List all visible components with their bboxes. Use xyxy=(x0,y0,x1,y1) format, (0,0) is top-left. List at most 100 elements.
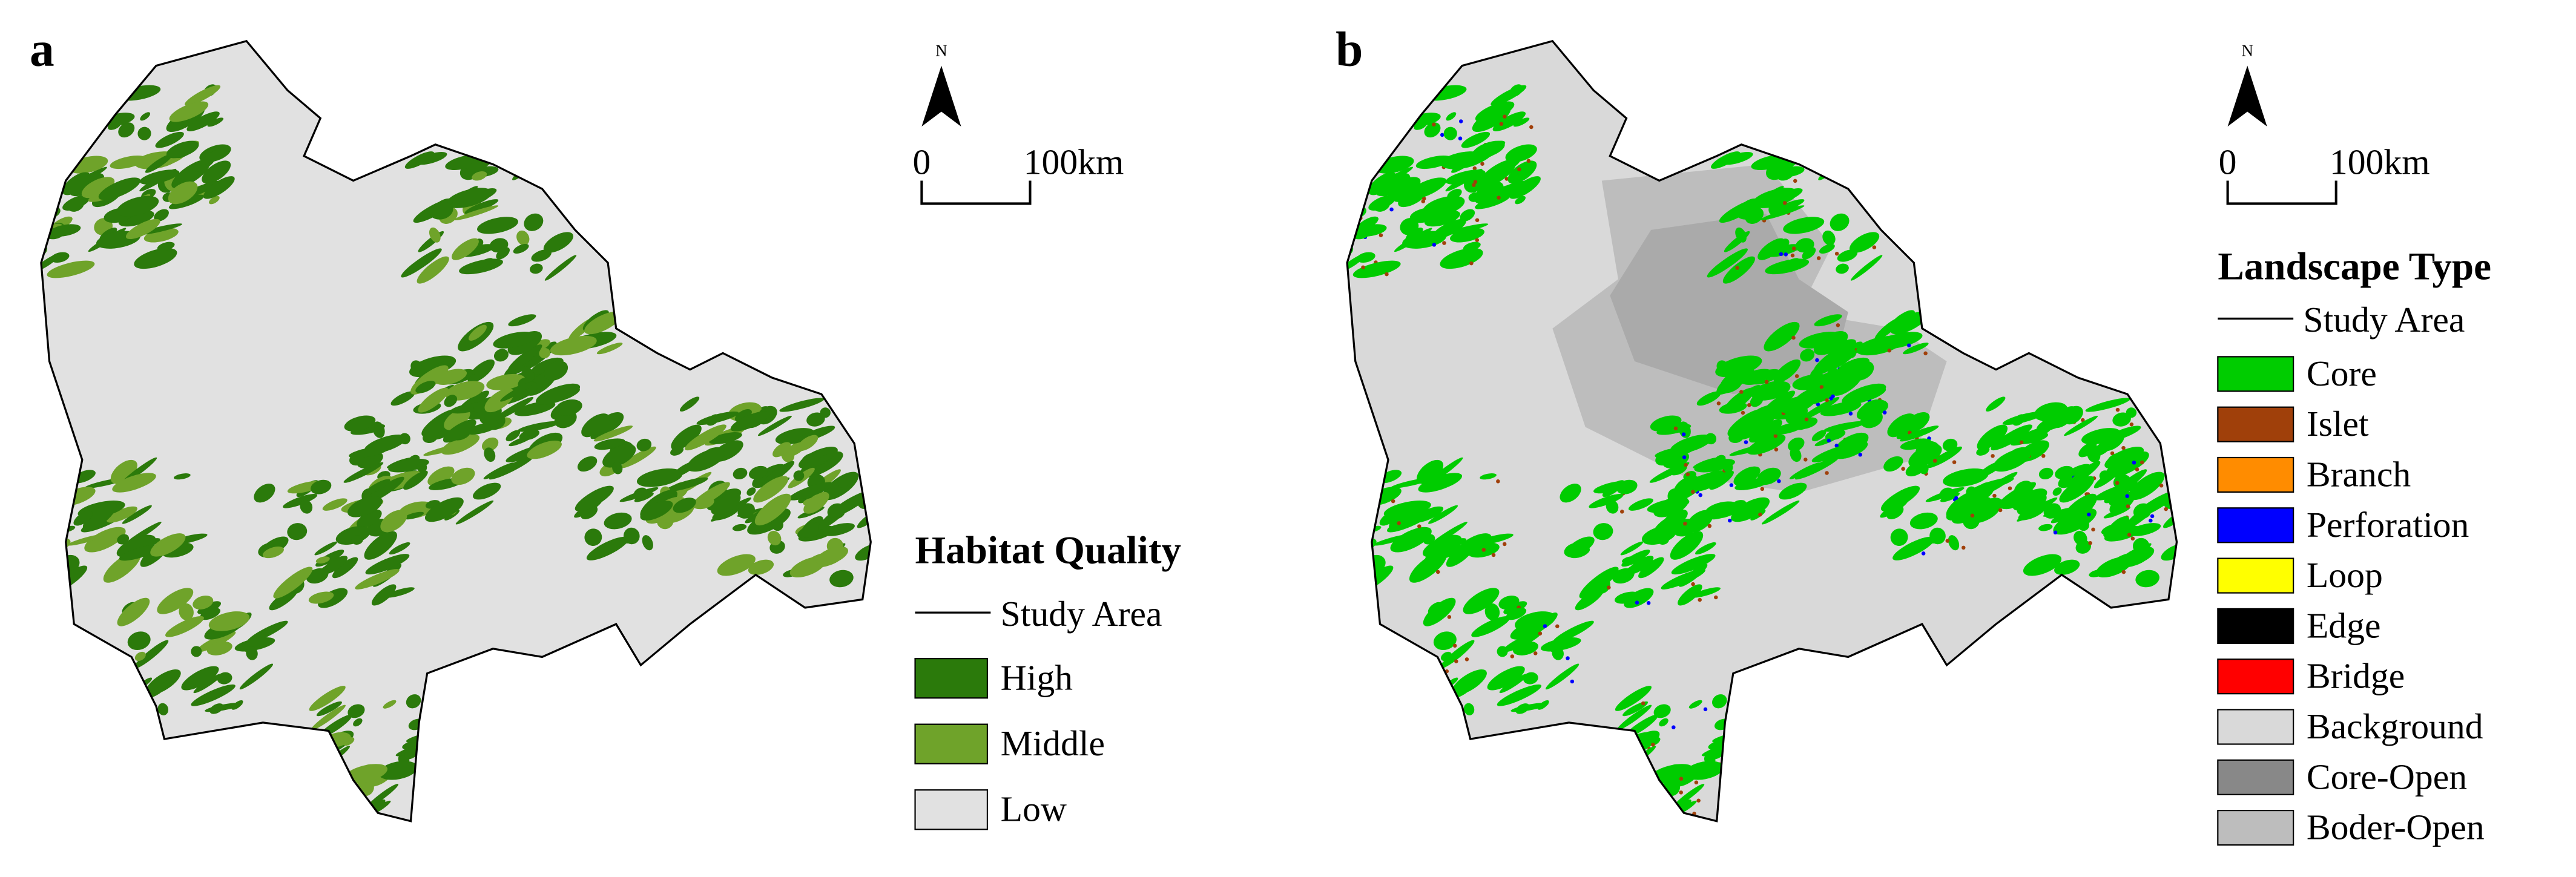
texture xyxy=(507,344,542,372)
texture xyxy=(157,241,175,251)
texture xyxy=(1391,499,1395,504)
texture xyxy=(1777,479,1781,484)
texture xyxy=(596,343,623,355)
texture xyxy=(550,335,597,356)
texture xyxy=(779,398,825,412)
texture xyxy=(1480,162,1484,166)
texture xyxy=(1414,120,1428,130)
texture xyxy=(1440,133,1444,137)
texture xyxy=(1499,674,1528,694)
texture xyxy=(1777,171,1793,181)
texture xyxy=(1828,366,1841,381)
texture xyxy=(140,112,151,121)
texture xyxy=(1538,631,1543,636)
texture xyxy=(671,424,702,450)
texture xyxy=(1709,470,1734,490)
texture xyxy=(403,470,428,490)
texture xyxy=(2094,482,2140,501)
texture xyxy=(1848,412,1853,416)
texture xyxy=(1978,498,2002,513)
texture xyxy=(2023,554,2062,576)
texture xyxy=(1836,323,1840,327)
texture xyxy=(1926,446,1963,468)
texture xyxy=(1504,177,1509,181)
texture xyxy=(797,435,819,452)
texture xyxy=(2109,497,2127,506)
landscape-map xyxy=(1346,40,2187,823)
texture xyxy=(1991,424,2033,451)
texture xyxy=(1921,551,1926,556)
texture xyxy=(473,482,501,500)
texture xyxy=(82,502,117,531)
texture xyxy=(1517,167,1521,171)
texture xyxy=(1827,438,1831,443)
texture xyxy=(1423,534,1435,545)
texture xyxy=(2103,435,2124,452)
texture xyxy=(1566,656,1570,660)
texture xyxy=(2127,533,2132,537)
texture xyxy=(1945,539,1950,543)
texture xyxy=(1906,343,1911,347)
texture xyxy=(1866,173,1870,178)
texture xyxy=(1627,556,1654,575)
legend-label: Islet xyxy=(2307,404,2369,444)
texture xyxy=(2140,460,2144,465)
texture xyxy=(1569,546,1590,559)
texture xyxy=(1435,570,1440,574)
texture xyxy=(2110,451,2115,456)
texture xyxy=(1861,399,1888,416)
texture xyxy=(355,569,400,590)
texture xyxy=(314,541,337,556)
texture xyxy=(1762,783,1767,788)
texture xyxy=(1842,383,1886,405)
legend-label: Core xyxy=(2307,353,2377,393)
texture xyxy=(1819,243,1835,254)
texture xyxy=(1714,595,1718,600)
texture xyxy=(555,399,582,416)
texture xyxy=(1432,695,1445,708)
texture xyxy=(1777,258,1799,270)
texture xyxy=(1970,513,1975,518)
texture xyxy=(1747,434,1786,455)
scale-start: 0 xyxy=(2219,142,2237,182)
texture xyxy=(348,496,383,517)
texture xyxy=(303,778,329,798)
texture xyxy=(1721,381,1742,393)
texture xyxy=(1475,101,1515,122)
texture xyxy=(1954,496,1958,501)
texture xyxy=(1793,179,1797,183)
texture xyxy=(1814,344,1848,372)
texture xyxy=(793,470,805,481)
texture xyxy=(2019,440,2024,445)
texture xyxy=(1347,527,1355,539)
texture xyxy=(1502,542,1507,547)
texture xyxy=(1804,458,1808,462)
texture xyxy=(424,757,467,786)
texture xyxy=(1529,125,1533,130)
texture xyxy=(2182,555,2187,559)
texture xyxy=(801,453,814,464)
texture xyxy=(67,197,85,212)
texture xyxy=(234,637,275,652)
texture xyxy=(625,533,637,544)
texture xyxy=(1770,199,1805,214)
texture xyxy=(2077,518,2090,531)
legend-label: Bridge xyxy=(2307,656,2405,696)
texture xyxy=(1649,462,1690,483)
legend-label: Middle xyxy=(1001,723,1105,763)
texture xyxy=(2150,514,2155,519)
texture xyxy=(303,788,324,798)
texture xyxy=(1428,505,1458,524)
texture xyxy=(717,554,756,576)
texture xyxy=(1422,196,1426,201)
texture xyxy=(1678,584,1702,606)
texture xyxy=(1475,194,1510,209)
texture xyxy=(2068,461,2101,486)
texture xyxy=(1433,631,1457,651)
texture xyxy=(636,438,652,452)
texture xyxy=(73,510,93,526)
texture xyxy=(73,88,105,103)
texture xyxy=(1418,473,1463,493)
texture xyxy=(1355,224,1387,237)
texture xyxy=(1417,524,1421,528)
